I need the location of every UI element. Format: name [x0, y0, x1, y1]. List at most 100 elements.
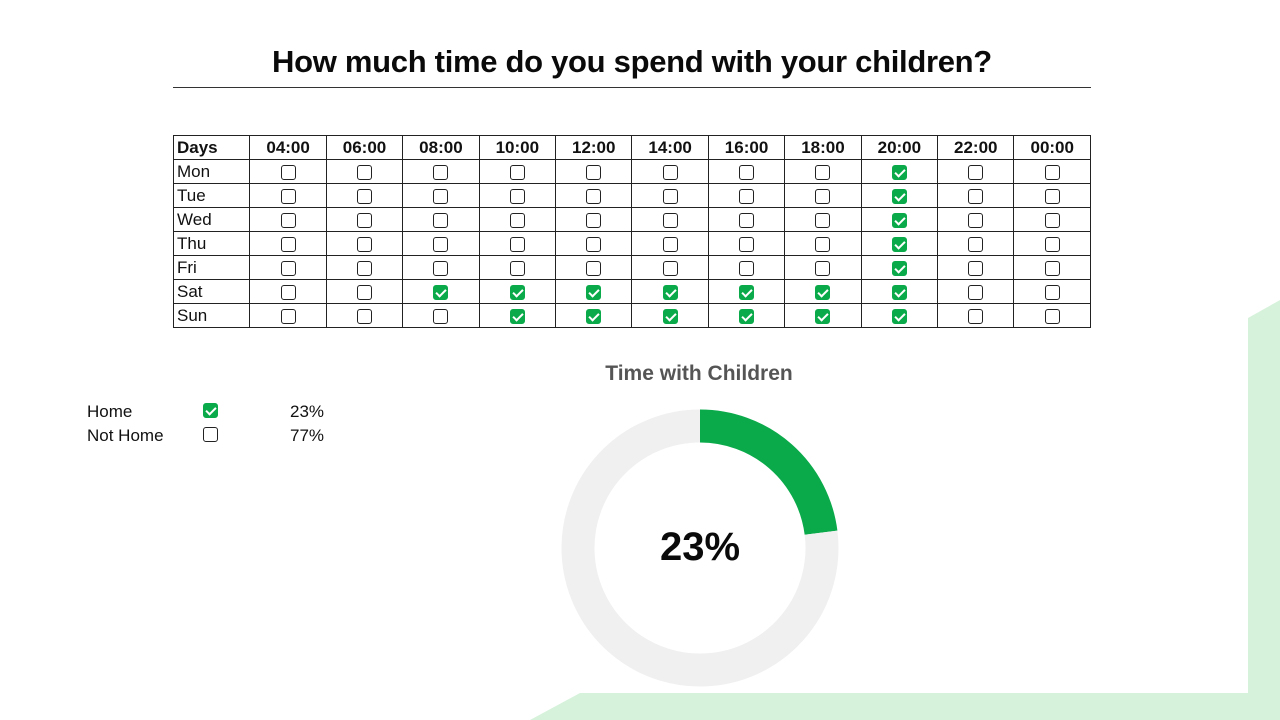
- checked-checkbox[interactable]: [891, 212, 907, 228]
- unchecked-checkbox[interactable]: [815, 212, 831, 228]
- unchecked-checkbox[interactable]: [509, 164, 525, 180]
- unchecked-checkbox[interactable]: [280, 284, 296, 300]
- day-label: Sat: [172, 279, 251, 304]
- time-header: 14:00: [631, 135, 709, 160]
- unchecked-checkbox[interactable]: [357, 212, 373, 228]
- unchecked-checkbox[interactable]: [586, 164, 602, 180]
- unchecked-checkbox[interactable]: [433, 308, 449, 324]
- legend-checkbox-not-home[interactable]: [203, 427, 218, 442]
- checked-checkbox[interactable]: [891, 236, 907, 252]
- checked-checkbox[interactable]: [433, 284, 449, 300]
- checked-checkbox[interactable]: [739, 284, 755, 300]
- checked-checkbox[interactable]: [815, 284, 831, 300]
- unchecked-checkbox[interactable]: [357, 284, 373, 300]
- checked-checkbox[interactable]: [509, 284, 525, 300]
- time-header: 18:00: [784, 135, 862, 160]
- unchecked-checkbox[interactable]: [1044, 284, 1060, 300]
- unchecked-checkbox[interactable]: [739, 260, 755, 276]
- unchecked-checkbox[interactable]: [1044, 164, 1060, 180]
- unchecked-checkbox[interactable]: [357, 260, 373, 276]
- checked-checkbox[interactable]: [662, 284, 678, 300]
- unchecked-checkbox[interactable]: [357, 236, 373, 252]
- unchecked-checkbox[interactable]: [586, 236, 602, 252]
- unchecked-checkbox[interactable]: [662, 236, 678, 252]
- unchecked-checkbox[interactable]: [357, 188, 373, 204]
- checked-checkbox[interactable]: [586, 308, 602, 324]
- slot-cell: [402, 183, 480, 208]
- slot-cell: [631, 279, 709, 304]
- unchecked-checkbox[interactable]: [509, 188, 525, 204]
- slot-cell: [937, 207, 1015, 232]
- slot-cell: [1013, 183, 1091, 208]
- unchecked-checkbox[interactable]: [280, 188, 296, 204]
- day-row-tue: Tue: [172, 183, 1091, 208]
- day-label: Fri: [172, 255, 251, 280]
- unchecked-checkbox[interactable]: [509, 212, 525, 228]
- unchecked-checkbox[interactable]: [280, 236, 296, 252]
- unchecked-checkbox[interactable]: [815, 236, 831, 252]
- unchecked-checkbox[interactable]: [1044, 236, 1060, 252]
- unchecked-checkbox[interactable]: [357, 308, 373, 324]
- unchecked-checkbox[interactable]: [739, 212, 755, 228]
- checked-checkbox[interactable]: [586, 284, 602, 300]
- checked-checkbox[interactable]: [891, 164, 907, 180]
- checked-checkbox[interactable]: [815, 308, 831, 324]
- unchecked-checkbox[interactable]: [739, 164, 755, 180]
- donut-chart: [561, 409, 839, 687]
- slot-cell: [707, 279, 786, 304]
- checked-checkbox[interactable]: [509, 308, 525, 324]
- unchecked-checkbox[interactable]: [357, 164, 373, 180]
- slot-cell: [325, 207, 404, 232]
- unchecked-checkbox[interactable]: [662, 260, 678, 276]
- slot-cell: [707, 255, 786, 280]
- unchecked-checkbox[interactable]: [739, 188, 755, 204]
- unchecked-checkbox[interactable]: [968, 236, 984, 252]
- unchecked-checkbox[interactable]: [739, 236, 755, 252]
- unchecked-checkbox[interactable]: [586, 212, 602, 228]
- time-header: 06:00: [325, 135, 404, 160]
- checked-checkbox[interactable]: [891, 308, 907, 324]
- unchecked-checkbox[interactable]: [662, 212, 678, 228]
- unchecked-checkbox[interactable]: [968, 260, 984, 276]
- unchecked-checkbox[interactable]: [1044, 260, 1060, 276]
- unchecked-checkbox[interactable]: [662, 164, 678, 180]
- unchecked-checkbox[interactable]: [586, 260, 602, 276]
- checked-checkbox[interactable]: [891, 188, 907, 204]
- checked-checkbox[interactable]: [662, 308, 678, 324]
- unchecked-checkbox[interactable]: [968, 284, 984, 300]
- unchecked-checkbox[interactable]: [1044, 188, 1060, 204]
- unchecked-checkbox[interactable]: [968, 188, 984, 204]
- unchecked-checkbox[interactable]: [815, 260, 831, 276]
- unchecked-checkbox[interactable]: [968, 308, 984, 324]
- unchecked-checkbox[interactable]: [280, 164, 296, 180]
- unchecked-checkbox[interactable]: [1044, 212, 1060, 228]
- unchecked-checkbox[interactable]: [509, 236, 525, 252]
- slot-cell: [402, 207, 480, 232]
- legend-checkbox-home[interactable]: [203, 403, 218, 418]
- unchecked-checkbox[interactable]: [586, 188, 602, 204]
- unchecked-checkbox[interactable]: [509, 260, 525, 276]
- unchecked-checkbox[interactable]: [433, 260, 449, 276]
- unchecked-checkbox[interactable]: [280, 212, 296, 228]
- unchecked-checkbox[interactable]: [815, 188, 831, 204]
- unchecked-checkbox[interactable]: [433, 188, 449, 204]
- unchecked-checkbox[interactable]: [280, 260, 296, 276]
- unchecked-checkbox[interactable]: [662, 188, 678, 204]
- slot-cell: [325, 231, 404, 256]
- unchecked-checkbox[interactable]: [1044, 308, 1060, 324]
- unchecked-checkbox[interactable]: [968, 212, 984, 228]
- unchecked-checkbox[interactable]: [815, 164, 831, 180]
- legend-percent: 23%: [290, 402, 325, 421]
- slot-cell: [555, 303, 633, 328]
- slot-cell: [860, 159, 939, 184]
- unchecked-checkbox[interactable]: [433, 164, 449, 180]
- unchecked-checkbox[interactable]: [280, 308, 296, 324]
- unchecked-checkbox[interactable]: [968, 164, 984, 180]
- checked-checkbox[interactable]: [739, 308, 755, 324]
- checked-checkbox[interactable]: [891, 260, 907, 276]
- day-row-mon: Mon: [172, 159, 1091, 184]
- checked-checkbox[interactable]: [891, 284, 907, 300]
- unchecked-checkbox[interactable]: [433, 212, 449, 228]
- day-row-sun: Sun: [172, 303, 1091, 328]
- unchecked-checkbox[interactable]: [433, 236, 449, 252]
